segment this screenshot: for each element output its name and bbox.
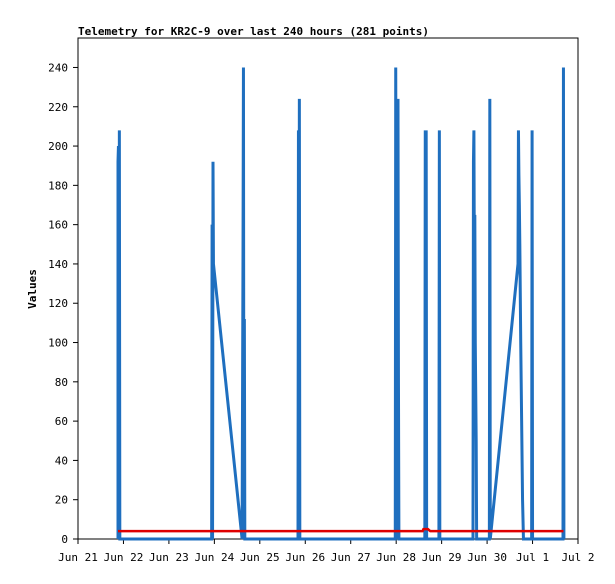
x-tick-label: Jul 1	[516, 551, 549, 564]
series-group	[118, 529, 563, 531]
series-line	[118, 67, 564, 539]
x-tick-label: Jun 24	[194, 551, 234, 564]
x-tick-label: Jun 22	[104, 551, 144, 564]
y-tick-label: 200	[48, 140, 68, 153]
x-axis: Jun 21 Jun 22 Jun 23 Jun 24 Jun 25 Jun 26 Jun …	[58, 539, 594, 564]
y-tick-label: 120	[48, 297, 68, 310]
y-tick-label: 140	[48, 258, 68, 271]
series-group	[118, 67, 564, 539]
y-tick-label: 0	[61, 533, 68, 546]
x-tick-label: Jun 21	[58, 551, 98, 564]
y-tick-label: 220	[48, 101, 68, 114]
y-tick-label: 40	[55, 454, 68, 467]
y-tick-label: 160	[48, 219, 68, 232]
x-tick-label: Jun 30	[467, 551, 507, 564]
plot-area-frame	[78, 38, 578, 539]
series-line	[118, 529, 563, 531]
x-tick-label: Jun 25	[240, 551, 280, 564]
x-tick-label: Jul 2	[561, 551, 594, 564]
y-tick-label: 100	[48, 337, 68, 350]
x-tick-label: Jun 26	[285, 551, 325, 564]
y-tick-label: 240	[48, 61, 68, 74]
y-axis: 0 20 40 60 80 100 120 140 160 180 200 220 240	[48, 61, 78, 546]
y-axis-label: Values	[26, 269, 39, 309]
x-tick-label: Jun 23	[149, 551, 189, 564]
x-tick-label: Jun 28	[376, 551, 416, 564]
chart-title: Telemetry for KR2C-9 over last 240 hours…	[78, 25, 429, 38]
x-tick-label: Jun 29	[422, 551, 462, 564]
y-tick-label: 80	[55, 376, 68, 389]
y-tick-label: 20	[55, 494, 68, 507]
y-tick-label: 60	[55, 415, 68, 428]
x-tick-label: Jun 27	[331, 551, 371, 564]
y-tick-label: 180	[48, 179, 68, 192]
series-layer	[118, 67, 564, 539]
